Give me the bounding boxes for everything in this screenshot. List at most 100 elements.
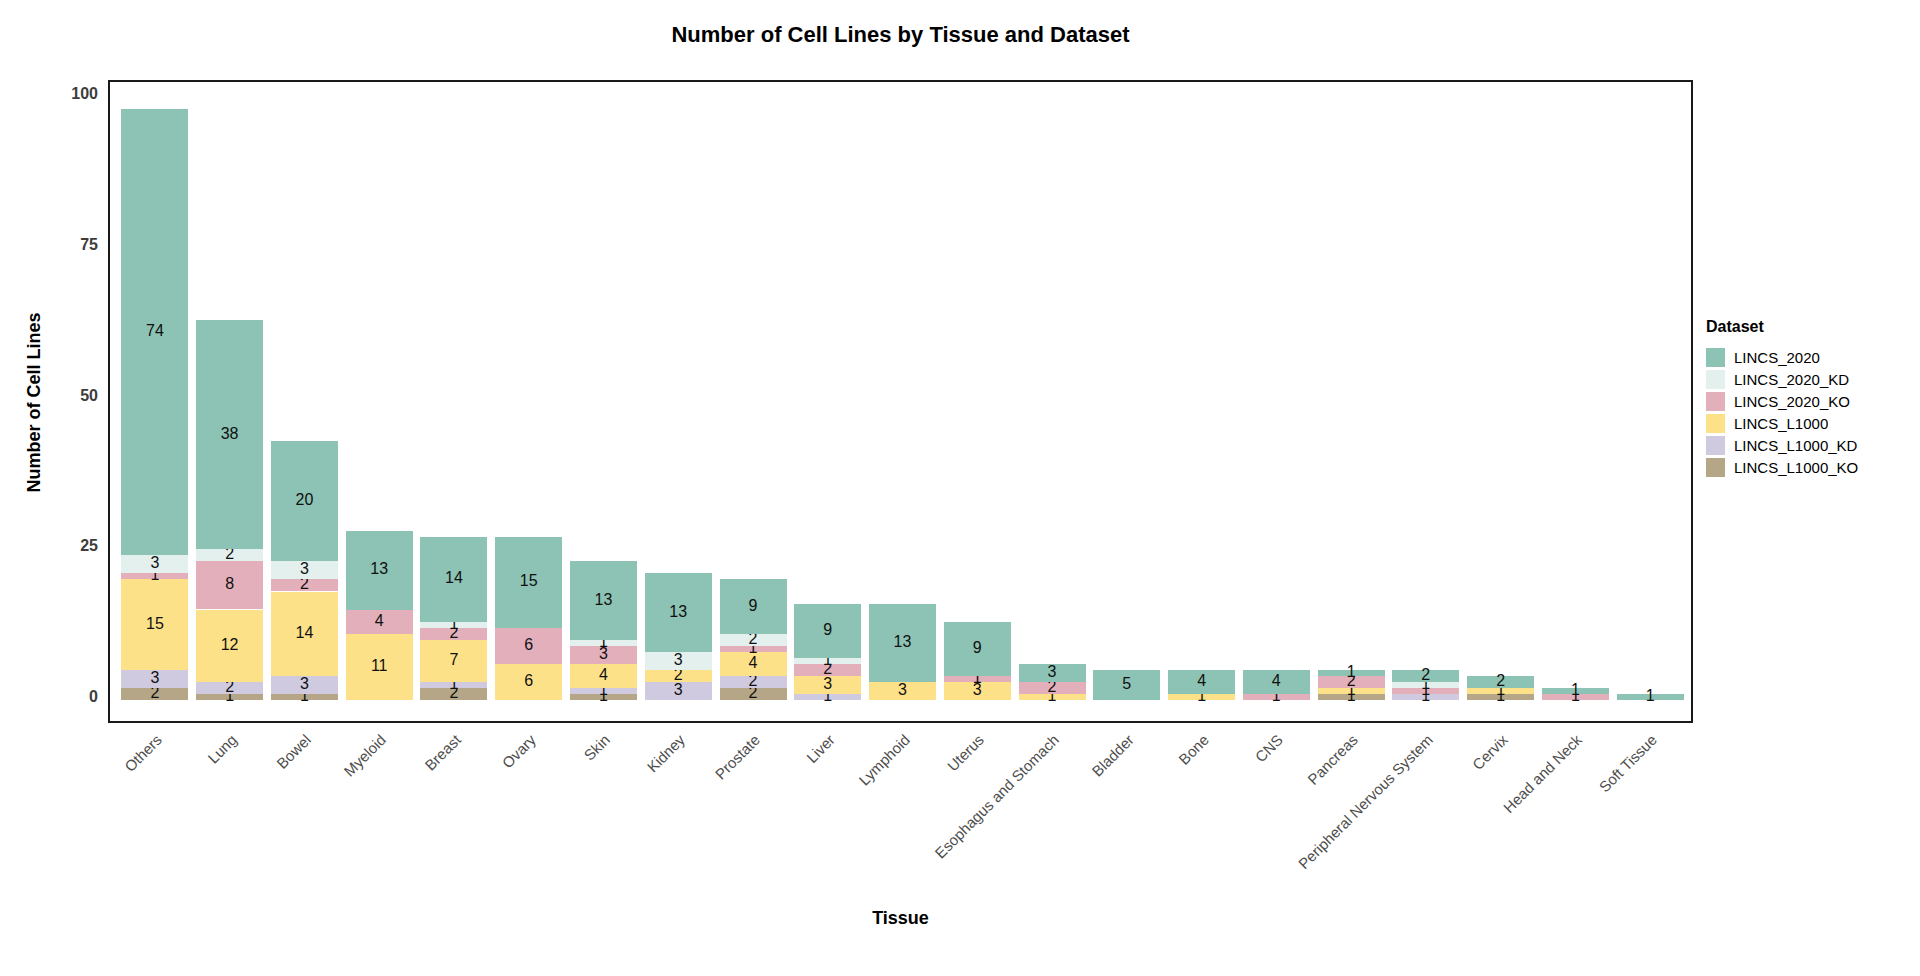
bar-segment <box>1243 694 1310 700</box>
bar-segment <box>1542 688 1609 694</box>
bar-segment <box>346 634 413 700</box>
legend-swatch-icon <box>1706 392 1725 411</box>
bar-segment <box>1467 694 1534 700</box>
bar-segment <box>645 682 712 700</box>
bar-segment <box>1542 694 1609 700</box>
bar-segment <box>121 579 188 670</box>
legend-item: LINCS_L1000 <box>1706 412 1916 434</box>
y-tick-label: 100 <box>38 85 98 103</box>
bar-segment <box>645 573 712 651</box>
bar-segment <box>570 561 637 639</box>
bar-segment <box>570 646 637 664</box>
bar-segment <box>196 694 263 700</box>
bar-segment <box>495 537 562 628</box>
legend-item: LINCS_L1000_KD <box>1706 434 1916 456</box>
plot-panel: 2315137412128238131423201141321721146615… <box>108 80 1693 723</box>
bar-segment <box>196 682 263 694</box>
bar-segment <box>869 682 936 700</box>
bar-segment <box>1467 688 1534 694</box>
bar-segment <box>570 688 637 694</box>
y-tick-label: 50 <box>38 387 98 405</box>
bar-segment <box>720 676 787 688</box>
bar-segment <box>1168 670 1235 694</box>
bar-segment <box>794 694 861 700</box>
legend-item-label: LINCS_2020_KD <box>1734 371 1849 388</box>
bar-segment <box>944 682 1011 700</box>
bar-segment <box>1318 676 1385 688</box>
bar-segment <box>420 628 487 640</box>
legend-item: LINCS_2020_KO <box>1706 390 1916 412</box>
bar-segment <box>794 604 861 658</box>
bar-segment <box>720 646 787 652</box>
bar-segment <box>794 664 861 676</box>
bar-segment <box>570 664 637 688</box>
bar-segment <box>196 549 263 561</box>
legend-swatch-icon <box>1706 436 1725 455</box>
legend-item-label: LINCS_2020_KO <box>1734 393 1850 410</box>
legend: Dataset LINCS_2020LINCS_2020_KDLINCS_202… <box>1706 318 1916 478</box>
bar-segment <box>1392 694 1459 700</box>
bar-segment <box>196 561 263 609</box>
bar-segment <box>495 628 562 664</box>
bar-segment <box>1318 694 1385 700</box>
bar-segment <box>944 676 1011 682</box>
bar-segment <box>271 694 338 700</box>
bar-segment <box>420 682 487 688</box>
bar-segment <box>720 688 787 700</box>
bar-segment <box>420 640 487 682</box>
bar-segment <box>720 579 787 633</box>
legend-swatch-icon <box>1706 458 1725 477</box>
bar-segment <box>1019 664 1086 682</box>
bar-segment <box>1093 670 1160 700</box>
bar-segment <box>1243 670 1310 694</box>
legend-item: LINCS_2020 <box>1706 346 1916 368</box>
bar-segment <box>271 579 338 591</box>
bar-segment <box>121 573 188 579</box>
legend-swatch-icon <box>1706 370 1725 389</box>
bar-segment <box>1019 694 1086 700</box>
bar-segment <box>1318 670 1385 676</box>
bar-segment <box>121 688 188 700</box>
bar-segment <box>271 592 338 676</box>
chart-title: Number of Cell Lines by Tissue and Datas… <box>108 22 1693 48</box>
y-tick-label: 25 <box>38 537 98 555</box>
bar-segment <box>271 676 338 694</box>
legend-item-label: LINCS_L1000 <box>1734 415 1828 432</box>
bar-segment <box>271 561 338 579</box>
bar-segment <box>570 694 637 700</box>
legend-item-label: LINCS_L1000_KD <box>1734 437 1857 454</box>
bar-segment <box>420 622 487 628</box>
bar-segment <box>1318 688 1385 694</box>
bar-segment <box>869 604 936 682</box>
bar-segment <box>794 676 861 694</box>
legend-item: LINCS_L1000_KO <box>1706 456 1916 478</box>
legend-swatch-icon <box>1706 348 1725 367</box>
bar-segment <box>570 640 637 646</box>
bar-segment <box>1392 688 1459 694</box>
bar-segment <box>271 441 338 562</box>
bar-segment <box>420 537 487 621</box>
bar-segment <box>1168 694 1235 700</box>
legend-item-label: LINCS_2020 <box>1734 349 1820 366</box>
y-tick-label: 0 <box>38 688 98 706</box>
bar-segment <box>720 652 787 676</box>
bar-segment <box>645 670 712 682</box>
bar-segment <box>346 531 413 609</box>
bar-segment <box>121 670 188 688</box>
bar-segment <box>645 652 712 670</box>
legend-item-label: LINCS_L1000_KO <box>1734 459 1858 476</box>
bar-segment <box>794 658 861 664</box>
bar-segment <box>720 634 787 646</box>
legend-item: LINCS_2020_KD <box>1706 368 1916 390</box>
x-axis-title: Tissue <box>108 908 1693 929</box>
legend-title: Dataset <box>1706 318 1916 336</box>
legend-items: LINCS_2020 LINCS_2020_KD LINCS_2020_KO LINC… <box>1706 346 1916 478</box>
bar-segment <box>196 320 263 549</box>
bar-segment <box>121 555 188 573</box>
bar-segment <box>1617 694 1684 700</box>
bar-segment <box>1467 676 1534 688</box>
bar-segment <box>196 610 263 682</box>
bar-segment <box>944 622 1011 676</box>
bar-segment <box>1019 682 1086 694</box>
bar-segment <box>1392 670 1459 682</box>
